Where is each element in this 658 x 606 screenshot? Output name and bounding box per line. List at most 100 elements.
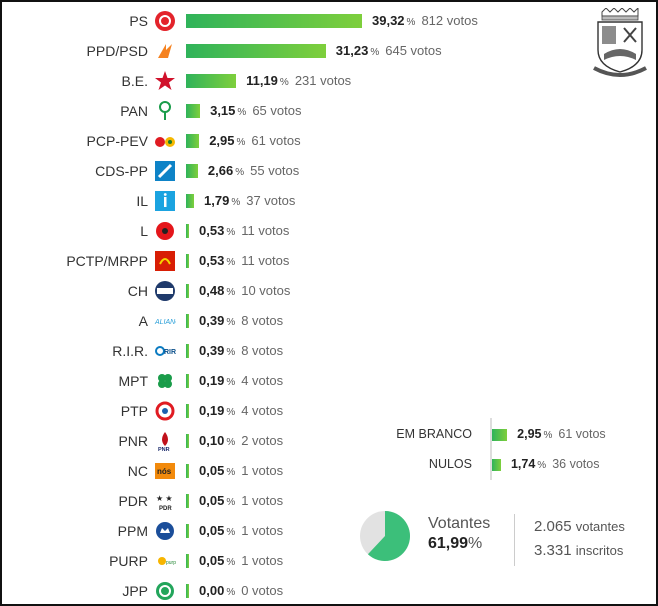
il-blue-square-icon bbox=[154, 190, 176, 212]
vote-bar bbox=[186, 134, 200, 148]
votes-label: 1 votos bbox=[241, 553, 284, 568]
svg-text:purp: purp bbox=[166, 560, 176, 566]
vote-bar bbox=[186, 374, 189, 388]
votes-label: 4 votos bbox=[241, 403, 284, 418]
vote-value: 0,05% 1 votos bbox=[199, 553, 283, 568]
vote-bar bbox=[186, 224, 189, 238]
party-name: PCP-PEV bbox=[86, 133, 148, 149]
cds-ball-icon bbox=[154, 160, 176, 182]
vote-bar bbox=[186, 524, 189, 538]
ch-chega-badge-icon bbox=[154, 280, 176, 302]
votes-label: 0 votos bbox=[241, 583, 284, 598]
party-name: IL bbox=[136, 193, 148, 209]
percent-sign: % bbox=[543, 430, 553, 441]
vote-value: 31,23% 645 votos bbox=[336, 43, 442, 58]
registered-count: 3.331 inscritos bbox=[534, 542, 624, 559]
rir-logo-icon: RIR bbox=[154, 340, 176, 362]
percent-sign: % bbox=[406, 17, 416, 28]
nc-nos-cidadaos-icon: nós bbox=[154, 460, 176, 482]
party-row: PDR ★ ★ PDR 0,05% 1 votos bbox=[2, 486, 482, 516]
vote-value: 0,53% 11 votos bbox=[199, 223, 289, 238]
percent-sign: % bbox=[236, 137, 246, 148]
percent-sign: % bbox=[226, 257, 236, 268]
percent-label: 1,79 bbox=[204, 193, 230, 208]
pan-tree-icon bbox=[154, 100, 176, 122]
party-row: R.I.R. RIR 0,39% 8 votos bbox=[2, 336, 482, 366]
percent-label: 0,19 bbox=[199, 403, 225, 418]
vote-bar bbox=[186, 254, 189, 268]
vote-value: 0,53% 11 votos bbox=[199, 253, 289, 268]
votes-label: 36 votos bbox=[552, 457, 600, 471]
percent-sign: % bbox=[226, 467, 236, 478]
ps-rose-fist-icon bbox=[154, 10, 176, 32]
svg-text:ALIANÇA: ALIANÇA bbox=[154, 319, 176, 326]
party-name: PCTP/MRPP bbox=[66, 253, 148, 269]
party-row: CH 0,48% 10 votos bbox=[2, 276, 482, 306]
party-row: A ALIANÇA 0,39% 8 votos bbox=[2, 306, 482, 336]
turnout-pie bbox=[360, 511, 410, 561]
percent-label: 1,74 bbox=[510, 457, 536, 471]
special-bar bbox=[492, 429, 508, 441]
vote-value: 2,95% 61 votos bbox=[209, 133, 300, 148]
vote-value: 1,79% 37 votos bbox=[204, 193, 295, 208]
vote-value: 3,15% 65 votos bbox=[210, 103, 301, 118]
special-value: 1,74% 36 votos bbox=[511, 457, 600, 471]
party-name: A bbox=[138, 313, 148, 329]
percent-sign: % bbox=[231, 197, 241, 208]
votes-label: 8 votos bbox=[241, 313, 284, 328]
turnout-label: Votantes bbox=[428, 515, 491, 532]
party-row: PCP-PEV 2,95% 61 votos bbox=[2, 126, 482, 156]
percent-sign: % bbox=[226, 227, 236, 238]
percent-label: 0,00 bbox=[199, 583, 225, 598]
percent-label: 2,95 bbox=[209, 133, 235, 148]
percent-label: 0,39 bbox=[199, 343, 225, 358]
party-row: JPP 0,00% 0 votos bbox=[2, 576, 482, 606]
percent-label: 0,39 bbox=[199, 313, 225, 328]
vote-bar bbox=[186, 464, 189, 478]
party-name: PS bbox=[129, 13, 148, 29]
vote-value: 0,39% 8 votos bbox=[199, 313, 283, 328]
special-label: NULOS bbox=[428, 457, 472, 471]
vote-bar bbox=[186, 104, 201, 118]
vote-bar bbox=[186, 314, 189, 328]
pctp-red-emblem-icon bbox=[154, 250, 176, 272]
party-name: PPD/PSD bbox=[86, 43, 148, 59]
purp-sun-icon: purp bbox=[154, 550, 176, 572]
party-name: PNR bbox=[118, 433, 148, 449]
votes-label: 1 votos bbox=[241, 463, 284, 478]
percent-label: 2,66 bbox=[207, 163, 234, 178]
percent-sign: % bbox=[537, 460, 547, 471]
voters-count: 2.065 votantes bbox=[534, 518, 625, 535]
vote-bar bbox=[186, 284, 189, 298]
vote-bar bbox=[186, 164, 198, 178]
party-row: CDS-PP 2,66% 55 votos bbox=[2, 156, 482, 186]
vote-value: 0,39% 8 votos bbox=[199, 343, 283, 358]
percent-label: 0,10 bbox=[199, 433, 225, 448]
percent-sign: % bbox=[235, 167, 245, 178]
party-name: L bbox=[140, 223, 148, 239]
mpt-clover-icon bbox=[154, 370, 176, 392]
votes-label: 11 votos bbox=[241, 223, 290, 238]
votes-label: 4 votos bbox=[241, 373, 284, 388]
percent-label: 11,19 bbox=[246, 73, 278, 88]
vote-bar bbox=[186, 44, 326, 58]
summary-separator bbox=[490, 418, 492, 480]
percent-label: 39,32 bbox=[372, 13, 405, 28]
party-row: PPD/PSD 31,23% 645 votos bbox=[2, 36, 482, 66]
percent-label: 0,05 bbox=[199, 553, 225, 568]
vote-value: 0,05% 1 votos bbox=[199, 523, 283, 538]
percent-sign: % bbox=[226, 287, 236, 298]
pnr-flame-icon: PNR bbox=[154, 430, 176, 452]
party-name: MPT bbox=[118, 373, 148, 389]
votes-label: 61 votos bbox=[251, 133, 301, 148]
party-name: NC bbox=[127, 463, 148, 479]
vote-value: 0,05% 1 votos bbox=[199, 463, 283, 478]
vote-bar bbox=[186, 434, 189, 448]
l-poppy-icon bbox=[154, 220, 176, 242]
percent-sign: % bbox=[226, 527, 236, 538]
percent-label: 3,15 bbox=[210, 103, 236, 118]
party-name: CH bbox=[127, 283, 148, 299]
party-name: PAN bbox=[120, 103, 148, 119]
party-row: MPT 0,19% 4 votos bbox=[2, 366, 482, 396]
votes-label: 1 votos bbox=[241, 523, 284, 538]
